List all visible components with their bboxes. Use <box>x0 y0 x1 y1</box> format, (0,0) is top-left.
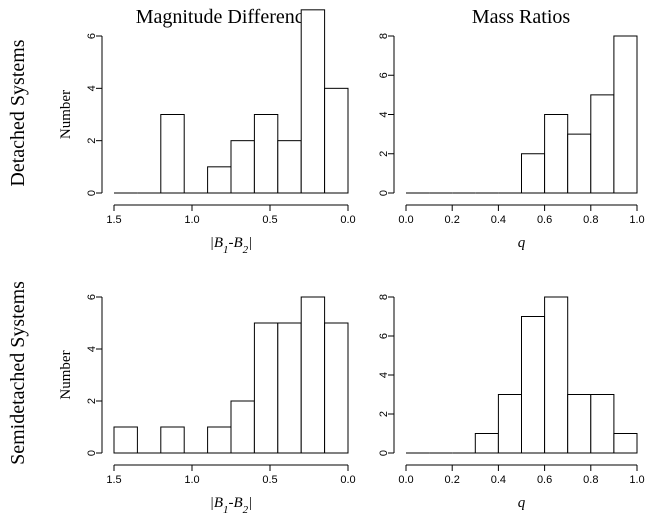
x-tick-label: 1.0 <box>184 474 199 486</box>
x-tick-label: 0.0 <box>340 474 355 486</box>
x-axis-label: |B1-B2| <box>210 495 253 514</box>
histogram-bar <box>590 94 615 194</box>
panel-semidetached-magnitude: 1.5 1.0 0.5 0.0 0 2 4 6 Number |B1-B2| <box>58 294 356 514</box>
y-tick-label: 2 <box>86 398 98 404</box>
column-title-magnitude: Magnitude Differences <box>136 6 321 28</box>
histogram-bar <box>590 394 615 454</box>
x-tick-label: 0.2 <box>445 474 460 486</box>
histogram-bar <box>207 166 232 194</box>
x-tick-label: 1.0 <box>629 474 644 486</box>
histogram-bar <box>230 140 255 194</box>
histogram-bar <box>300 9 326 194</box>
y-tick-label: 4 <box>378 372 390 378</box>
y-tick-label: 2 <box>86 138 98 144</box>
y-tick-label: 6 <box>378 72 390 78</box>
y-tick-label: 8 <box>378 294 390 300</box>
y-tick-label: 0 <box>378 190 390 196</box>
histogram-bar <box>253 322 279 454</box>
histogram-bar <box>544 114 569 194</box>
histogram-bar <box>277 140 302 194</box>
x-tick-label: 1.0 <box>184 214 199 226</box>
y-tick-label: 6 <box>86 294 98 300</box>
histogram-bar <box>160 114 185 194</box>
histogram-bar <box>277 322 302 454</box>
y-tick-label: 4 <box>86 346 98 352</box>
x-axis-label: q <box>518 495 526 511</box>
histogram-bar <box>230 400 255 454</box>
histogram-bar <box>521 316 546 454</box>
histogram-bar <box>160 426 185 454</box>
x-tick-label: 0.4 <box>491 214 506 226</box>
x-tick-label: 0.6 <box>537 474 552 486</box>
histogram-bar <box>497 394 522 454</box>
x-tick-label: 1.0 <box>629 214 644 226</box>
x-tick-label: 0.0 <box>340 214 355 226</box>
histogram-bar <box>521 153 546 194</box>
histogram-bar <box>324 322 349 454</box>
y-axis-label: Number <box>58 350 74 399</box>
x-tick-label: 1.5 <box>106 214 121 226</box>
y-tick-label: 4 <box>86 85 98 91</box>
x-tick-label: 0.0 <box>398 474 413 486</box>
histogram-bar <box>300 296 326 454</box>
x-tick-label: 1.5 <box>106 474 121 486</box>
histogram-bar <box>253 114 279 194</box>
row-label-detached: Detached Systems <box>7 39 29 186</box>
y-tick-label: 0 <box>86 190 98 196</box>
y-tick-label: 2 <box>378 411 390 417</box>
x-tick-label: 0.2 <box>445 214 460 226</box>
y-axis-label: Number <box>58 90 74 139</box>
histogram-bar <box>567 133 592 194</box>
histogram-bar <box>207 426 232 454</box>
x-tick-label: 0.6 <box>537 214 552 226</box>
histogram-bar <box>113 426 138 454</box>
histogram-bar <box>613 35 638 194</box>
x-tick-label: 0.4 <box>491 474 506 486</box>
panel-detached-magnitude: 1.5 1.0 0.5 0.0 0 2 4 6 Number |B1-B2| <box>58 9 356 256</box>
y-tick-label: 0 <box>378 450 390 456</box>
histogram-bar <box>567 394 592 454</box>
x-tick-label: 0.8 <box>583 214 598 226</box>
x-tick-label: 0.5 <box>262 214 277 226</box>
x-tick-label: 0.8 <box>583 474 598 486</box>
panel-semidetached-mass: 0.0 0.2 0.4 0.6 0.8 1.0 0 2 4 6 8 q <box>378 294 645 511</box>
x-tick-label: 0.0 <box>398 214 413 226</box>
y-tick-label: 4 <box>378 111 390 117</box>
y-tick-label: 2 <box>378 151 390 157</box>
histogram-bar <box>324 87 349 194</box>
panel-detached-mass: 0.0 0.2 0.4 0.6 0.8 1.0 0 2 4 6 8 q <box>378 33 645 251</box>
y-tick-label: 6 <box>86 33 98 39</box>
column-title-mass: Mass Ratios <box>472 6 571 28</box>
y-tick-label: 8 <box>378 33 390 39</box>
x-axis-label: q <box>518 235 526 251</box>
x-tick-label: 0.5 <box>262 474 277 486</box>
histogram-bar <box>544 296 569 454</box>
y-tick-label: 6 <box>378 333 390 339</box>
row-label-semidetached: Semidetached Systems <box>7 281 29 465</box>
y-tick-label: 0 <box>86 450 98 456</box>
histogram-bar <box>474 433 499 454</box>
histogram-bar <box>613 433 638 454</box>
x-axis-label: |B1-B2| <box>210 235 253 256</box>
